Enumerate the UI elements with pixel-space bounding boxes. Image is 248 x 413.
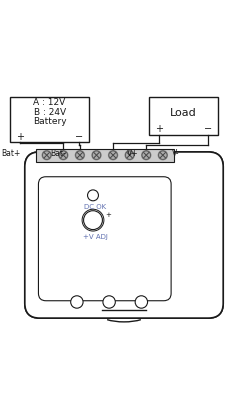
Circle shape [71,296,83,308]
Circle shape [76,151,84,159]
FancyBboxPatch shape [38,177,171,301]
Circle shape [75,150,85,160]
Text: Bat+: Bat+ [1,149,21,158]
FancyBboxPatch shape [149,97,218,135]
Text: V-: V- [172,149,180,158]
Text: DC OK: DC OK [84,204,107,210]
Text: Load: Load [170,109,197,119]
Circle shape [42,151,51,159]
Text: +: + [155,124,163,134]
Circle shape [41,150,52,160]
Circle shape [158,150,168,160]
Text: Bat-: Bat- [50,149,66,158]
Circle shape [59,151,67,159]
Circle shape [82,209,104,231]
Text: +: + [105,212,111,218]
Circle shape [135,296,148,308]
Circle shape [91,150,102,160]
FancyBboxPatch shape [10,97,89,142]
Text: Battery: Battery [33,117,66,126]
Circle shape [88,190,98,201]
Circle shape [159,151,167,159]
Circle shape [125,151,134,159]
FancyBboxPatch shape [25,152,223,318]
Circle shape [58,150,68,160]
Circle shape [109,151,117,159]
FancyBboxPatch shape [36,149,174,161]
Text: −: − [75,132,83,142]
Text: V+: V+ [127,149,138,158]
Circle shape [124,150,135,160]
Text: A : 12V: A : 12V [33,98,66,107]
Circle shape [141,150,152,160]
Text: +V ADJ: +V ADJ [83,234,108,240]
Text: B : 24V: B : 24V [33,108,66,117]
FancyBboxPatch shape [25,152,223,318]
Circle shape [84,211,102,230]
Text: +: + [16,132,24,142]
Circle shape [92,151,101,159]
Circle shape [108,150,118,160]
Text: −: − [204,124,212,134]
Circle shape [103,296,115,308]
Circle shape [142,151,151,159]
